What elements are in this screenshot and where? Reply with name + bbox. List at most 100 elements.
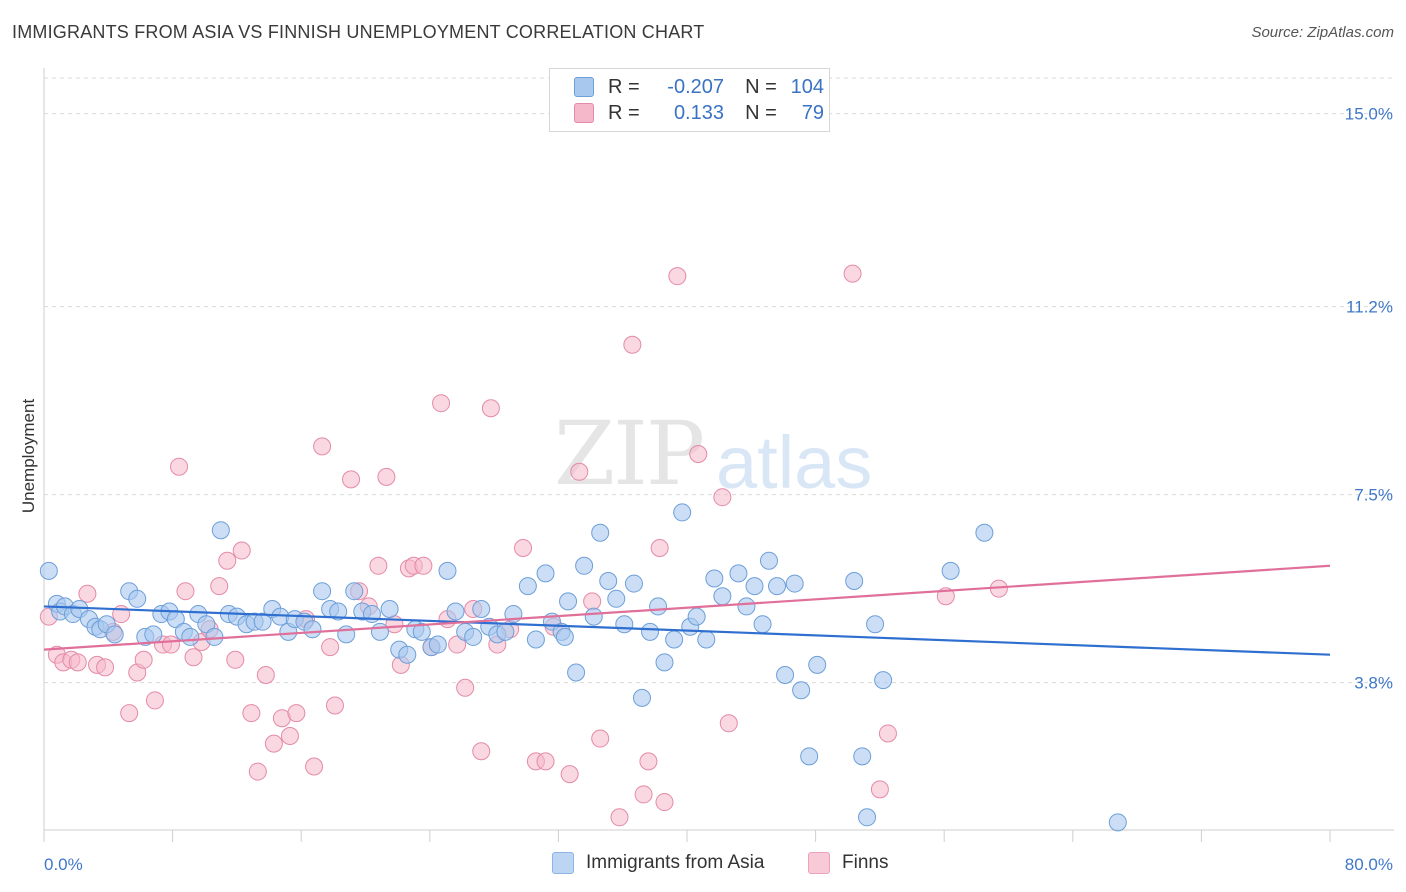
- y-axis-title: Unemployment: [19, 399, 38, 514]
- asia-point: [665, 630, 684, 649]
- asia-point: [518, 577, 537, 596]
- asia-point: [615, 615, 634, 634]
- finns-point: [321, 638, 340, 657]
- legend-row-asia: R = -0.207 N = 104: [574, 74, 824, 100]
- asia-point: [370, 622, 389, 641]
- finns-point: [377, 467, 396, 486]
- finns-point: [184, 648, 203, 667]
- finns-point: [280, 727, 299, 745]
- asia-point: [428, 635, 447, 654]
- legend-n-value: 79: [801, 101, 824, 124]
- finns-point: [448, 635, 467, 654]
- finns-point: [591, 729, 610, 748]
- asia-point: [526, 630, 545, 649]
- legend-swatch-finns: [574, 103, 594, 123]
- asia-point: [729, 564, 748, 583]
- finns-point: [68, 653, 87, 672]
- legend-swatch-asia: [552, 852, 574, 874]
- asia-point: [412, 622, 431, 641]
- asia-point: [1108, 813, 1127, 832]
- asia-point: [464, 627, 483, 646]
- x-tick-label-min: 0.0%: [44, 855, 83, 874]
- asia-point: [624, 574, 643, 593]
- asia-point: [607, 589, 626, 608]
- watermark-atlas: atlas: [716, 421, 873, 504]
- legend-label-asia: Immigrants from Asia: [586, 852, 765, 873]
- finns-point: [623, 335, 642, 354]
- asia-point: [632, 688, 651, 707]
- legend-r-value: 0.133: [673, 101, 724, 124]
- legend-swatch-finns: [808, 852, 830, 874]
- correlation-legend: R = -0.207 N = 104 R = 0.133 N = 79: [549, 68, 830, 132]
- asia-point: [599, 572, 618, 591]
- finns-point: [583, 592, 602, 611]
- asia-point: [641, 622, 660, 641]
- asia-point: [768, 577, 787, 596]
- finns-point: [713, 488, 732, 507]
- finns-point: [210, 577, 229, 596]
- finns-point: [878, 724, 897, 743]
- finns-point: [536, 752, 555, 771]
- axes: [43, 68, 1394, 842]
- finns-point: [560, 765, 579, 784]
- finns-point: [170, 457, 189, 476]
- asia-point: [874, 671, 893, 690]
- y-tick-label: 15.0%: [1345, 105, 1393, 124]
- asia-point: [555, 627, 574, 646]
- trend-lines: [43, 564, 1331, 656]
- legend-n-label: N =: [745, 75, 777, 98]
- finns-points: [39, 264, 1008, 827]
- x-tick-label-max: 80.0%: [1345, 855, 1393, 874]
- legend-r-label: R =: [608, 75, 640, 98]
- asia-point: [808, 655, 827, 674]
- finns-point: [226, 650, 245, 669]
- asia-point: [975, 523, 994, 542]
- asia-point: [105, 625, 124, 644]
- asia-point: [211, 521, 230, 540]
- asia-point: [345, 582, 364, 601]
- asia-point: [205, 627, 224, 646]
- finns-point: [305, 757, 324, 776]
- asia-point: [858, 808, 877, 827]
- y-tick-label: 3.8%: [1354, 674, 1393, 693]
- finns-point: [481, 399, 500, 418]
- asia-point: [559, 592, 578, 611]
- finns-point: [414, 556, 433, 575]
- finns-point: [570, 462, 589, 481]
- asia-point: [737, 597, 756, 616]
- asia-point: [313, 582, 332, 601]
- legend-item-finns: Finns: [808, 852, 888, 874]
- asia-point: [380, 599, 399, 618]
- finns-point: [287, 704, 306, 723]
- asia-point: [536, 564, 555, 583]
- asia-point: [39, 561, 58, 580]
- finns-point: [456, 678, 475, 697]
- asia-point: [438, 561, 457, 580]
- asia-point: [496, 622, 515, 641]
- asia-point: [446, 602, 465, 621]
- finns-point: [655, 793, 674, 812]
- asia-point: [705, 569, 724, 588]
- asia-point: [128, 589, 147, 608]
- asia-point: [472, 599, 491, 618]
- finns-point: [342, 470, 361, 489]
- asia-point: [567, 663, 586, 682]
- asia-point: [792, 681, 811, 700]
- asia-point: [853, 747, 872, 766]
- finns-point: [161, 635, 180, 654]
- tick-labels: 3.8% 7.5% 11.2% 15.0% 0.0% 80.0%: [44, 105, 1393, 874]
- finns-point: [870, 780, 889, 799]
- legend-swatch-asia: [574, 77, 594, 97]
- y-tick-label: 7.5%: [1354, 486, 1393, 505]
- finns-point: [120, 704, 139, 723]
- asia-point: [144, 625, 163, 644]
- finns-point: [313, 437, 332, 456]
- finns-point: [472, 742, 491, 761]
- asia-point: [398, 645, 417, 664]
- asia-point: [337, 625, 356, 644]
- finns-point: [218, 551, 237, 570]
- asia-point: [687, 607, 706, 626]
- asia-point: [329, 602, 348, 621]
- finns-point: [369, 556, 388, 575]
- finns-point: [650, 539, 669, 557]
